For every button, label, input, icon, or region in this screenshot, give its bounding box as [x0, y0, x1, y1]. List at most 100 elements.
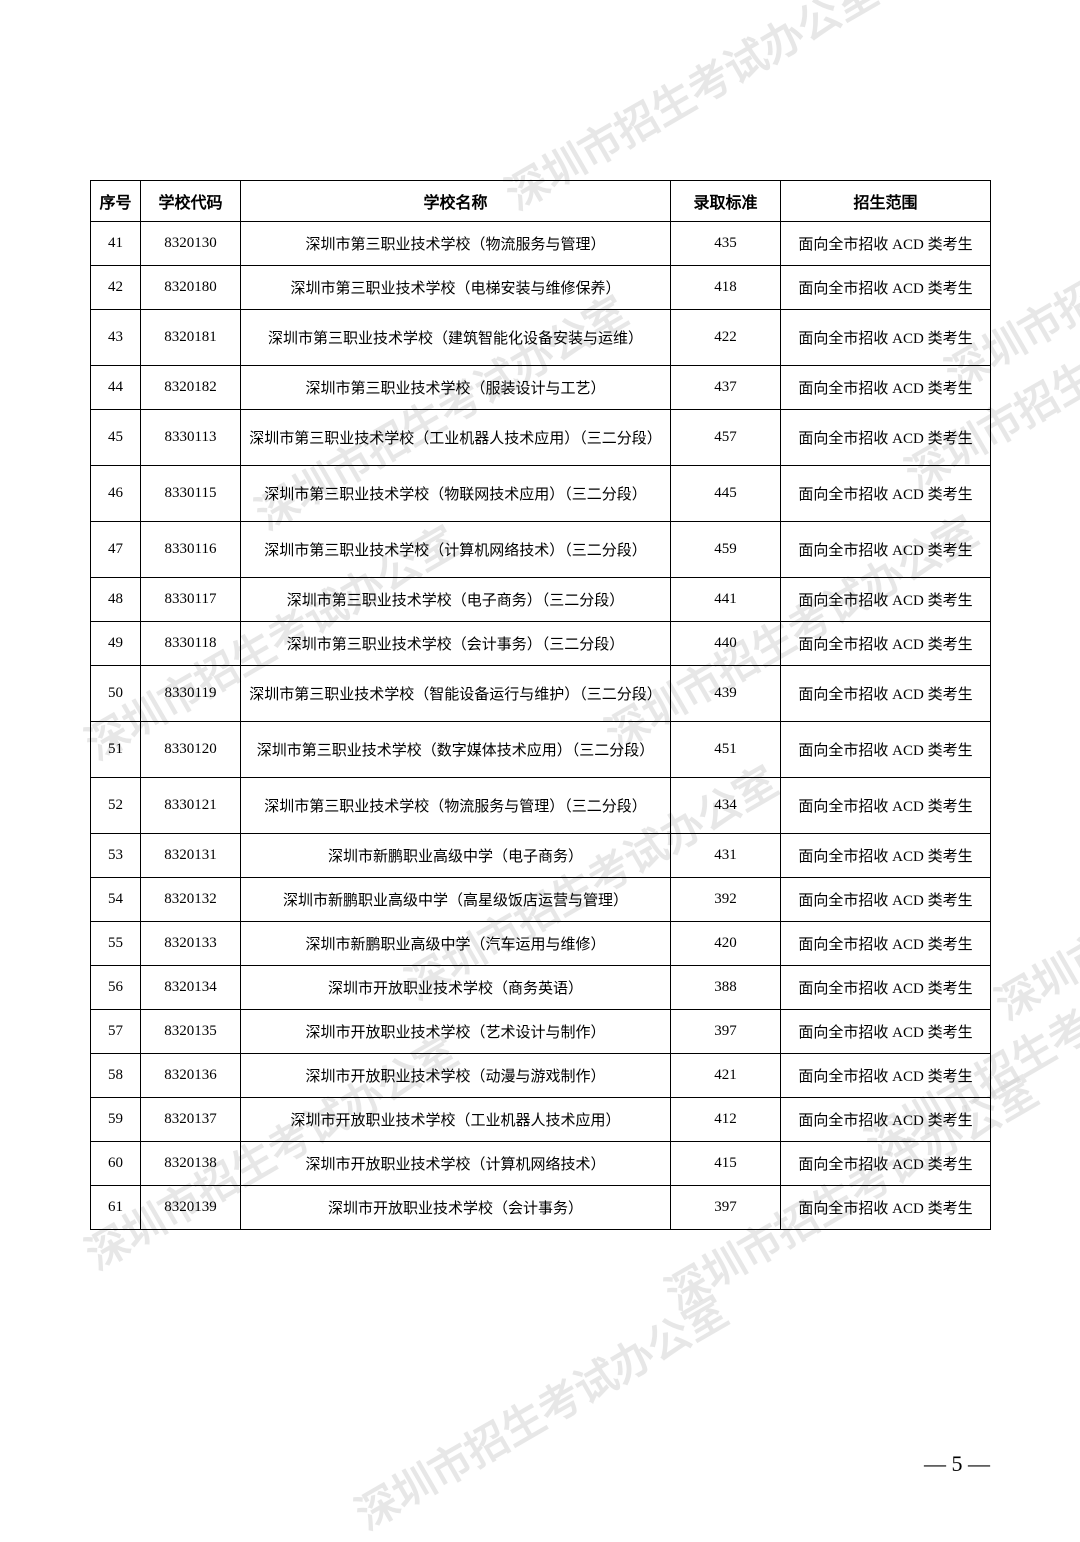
cell-seq: 41	[91, 222, 141, 266]
cell-name: 深圳市第三职业技术学校（物流服务与管理）（三二分段）	[241, 778, 671, 834]
cell-scope: 面向全市招收 ACD 类考生	[781, 1098, 991, 1142]
cell-name: 深圳市第三职业技术学校（电梯安装与维修保养）	[241, 266, 671, 310]
table-row: 608320138深圳市开放职业技术学校（计算机网络技术）415面向全市招收 A…	[91, 1142, 991, 1186]
table-row: 568320134深圳市开放职业技术学校（商务英语）388面向全市招收 ACD …	[91, 966, 991, 1010]
cell-scope: 面向全市招收 ACD 类考生	[781, 310, 991, 366]
cell-code: 8320134	[141, 966, 241, 1010]
cell-scope: 面向全市招收 ACD 类考生	[781, 1142, 991, 1186]
cell-scope: 面向全市招收 ACD 类考生	[781, 1054, 991, 1098]
table-row: 558320133深圳市新鹏职业高级中学（汽车运用与维修）420面向全市招收 A…	[91, 922, 991, 966]
cell-name: 深圳市开放职业技术学校（会计事务）	[241, 1186, 671, 1230]
cell-name: 深圳市第三职业技术学校（建筑智能化设备安装与运维）	[241, 310, 671, 366]
cell-score: 418	[671, 266, 781, 310]
cell-scope: 面向全市招收 ACD 类考生	[781, 466, 991, 522]
table-body: 418320130深圳市第三职业技术学校（物流服务与管理）435面向全市招收 A…	[91, 222, 991, 1230]
cell-score: 441	[671, 578, 781, 622]
cell-name: 深圳市开放职业技术学校（商务英语）	[241, 966, 671, 1010]
cell-code: 8320181	[141, 310, 241, 366]
cell-score: 435	[671, 222, 781, 266]
cell-name: 深圳市第三职业技术学校（数字媒体技术应用）（三二分段）	[241, 722, 671, 778]
cell-seq: 48	[91, 578, 141, 622]
cell-name: 深圳市第三职业技术学校（计算机网络技术）（三二分段）	[241, 522, 671, 578]
page-number: — 5 —	[924, 1451, 990, 1477]
table-row: 518330120深圳市第三职业技术学校（数字媒体技术应用）（三二分段）451面…	[91, 722, 991, 778]
table-row: 588320136深圳市开放职业技术学校（动漫与游戏制作）421面向全市招收 A…	[91, 1054, 991, 1098]
table-row: 548320132深圳市新鹏职业高级中学（高星级饭店运营与管理）392面向全市招…	[91, 878, 991, 922]
cell-scope: 面向全市招收 ACD 类考生	[781, 966, 991, 1010]
cell-scope: 面向全市招收 ACD 类考生	[781, 778, 991, 834]
cell-score: 412	[671, 1098, 781, 1142]
cell-score: 437	[671, 366, 781, 410]
table-row: 488330117深圳市第三职业技术学校（电子商务）（三二分段）441面向全市招…	[91, 578, 991, 622]
cell-scope: 面向全市招收 ACD 类考生	[781, 578, 991, 622]
cell-score: 440	[671, 622, 781, 666]
cell-name: 深圳市新鹏职业高级中学（汽车运用与维修）	[241, 922, 671, 966]
cell-code: 8330121	[141, 778, 241, 834]
cell-score: 459	[671, 522, 781, 578]
cell-seq: 43	[91, 310, 141, 366]
cell-score: 388	[671, 966, 781, 1010]
cell-score: 392	[671, 878, 781, 922]
cell-code: 8330118	[141, 622, 241, 666]
cell-name: 深圳市第三职业技术学校（会计事务）（三二分段）	[241, 622, 671, 666]
cell-scope: 面向全市招收 ACD 类考生	[781, 222, 991, 266]
cell-seq: 49	[91, 622, 141, 666]
cell-code: 8330115	[141, 466, 241, 522]
table-row: 508330119深圳市第三职业技术学校（智能设备运行与维护）（三二分段）439…	[91, 666, 991, 722]
header-score: 录取标准	[671, 181, 781, 222]
cell-seq: 47	[91, 522, 141, 578]
table-row: 468330115深圳市第三职业技术学校（物联网技术应用）（三二分段）445面向…	[91, 466, 991, 522]
table-row: 438320181深圳市第三职业技术学校（建筑智能化设备安装与运维）422面向全…	[91, 310, 991, 366]
cell-seq: 46	[91, 466, 141, 522]
watermark: 深圳市招生考试办公室	[983, 769, 1080, 1032]
cell-code: 8320131	[141, 834, 241, 878]
cell-scope: 面向全市招收 ACD 类考生	[781, 878, 991, 922]
cell-scope: 面向全市招收 ACD 类考生	[781, 666, 991, 722]
cell-seq: 53	[91, 834, 141, 878]
cell-name: 深圳市新鹏职业高级中学（高星级饭店运营与管理）	[241, 878, 671, 922]
cell-scope: 面向全市招收 ACD 类考生	[781, 622, 991, 666]
cell-scope: 面向全市招收 ACD 类考生	[781, 722, 991, 778]
cell-score: 457	[671, 410, 781, 466]
cell-seq: 57	[91, 1010, 141, 1054]
cell-scope: 面向全市招收 ACD 类考生	[781, 922, 991, 966]
header-code: 学校代码	[141, 181, 241, 222]
cell-code: 8320130	[141, 222, 241, 266]
cell-score: 422	[671, 310, 781, 366]
cell-code: 8330117	[141, 578, 241, 622]
cell-code: 8320139	[141, 1186, 241, 1230]
cell-seq: 56	[91, 966, 141, 1010]
cell-seq: 44	[91, 366, 141, 410]
cell-scope: 面向全市招收 ACD 类考生	[781, 522, 991, 578]
cell-seq: 58	[91, 1054, 141, 1098]
cell-name: 深圳市第三职业技术学校（电子商务）（三二分段）	[241, 578, 671, 622]
admission-table: 序号 学校代码 学校名称 录取标准 招生范围 418320130深圳市第三职业技…	[90, 180, 991, 1230]
cell-code: 8330120	[141, 722, 241, 778]
cell-name: 深圳市新鹏职业高级中学（电子商务）	[241, 834, 671, 878]
cell-name: 深圳市开放职业技术学校（工业机器人技术应用）	[241, 1098, 671, 1142]
cell-seq: 52	[91, 778, 141, 834]
cell-code: 8320136	[141, 1054, 241, 1098]
admission-table-container: 序号 学校代码 学校名称 录取标准 招生范围 418320130深圳市第三职业技…	[90, 180, 990, 1230]
watermark: 深圳市招生考试办公室	[343, 1279, 737, 1542]
table-row: 458330113深圳市第三职业技术学校（工业机器人技术应用）（三二分段）457…	[91, 410, 991, 466]
cell-code: 8320135	[141, 1010, 241, 1054]
cell-code: 8320132	[141, 878, 241, 922]
cell-scope: 面向全市招收 ACD 类考生	[781, 1186, 991, 1230]
cell-name: 深圳市第三职业技术学校（服装设计与工艺）	[241, 366, 671, 410]
cell-scope: 面向全市招收 ACD 类考生	[781, 366, 991, 410]
cell-code: 8320137	[141, 1098, 241, 1142]
cell-code: 8330119	[141, 666, 241, 722]
table-row: 478330116深圳市第三职业技术学校（计算机网络技术）（三二分段）459面向…	[91, 522, 991, 578]
table-row: 618320139深圳市开放职业技术学校（会计事务）397面向全市招收 ACD …	[91, 1186, 991, 1230]
cell-score: 431	[671, 834, 781, 878]
cell-seq: 50	[91, 666, 141, 722]
cell-score: 420	[671, 922, 781, 966]
cell-score: 445	[671, 466, 781, 522]
cell-code: 8330113	[141, 410, 241, 466]
header-scope: 招生范围	[781, 181, 991, 222]
cell-code: 8320180	[141, 266, 241, 310]
table-row: 428320180深圳市第三职业技术学校（电梯安装与维修保养）418面向全市招收…	[91, 266, 991, 310]
cell-code: 8320182	[141, 366, 241, 410]
table-row: 498330118深圳市第三职业技术学校（会计事务）（三二分段）440面向全市招…	[91, 622, 991, 666]
